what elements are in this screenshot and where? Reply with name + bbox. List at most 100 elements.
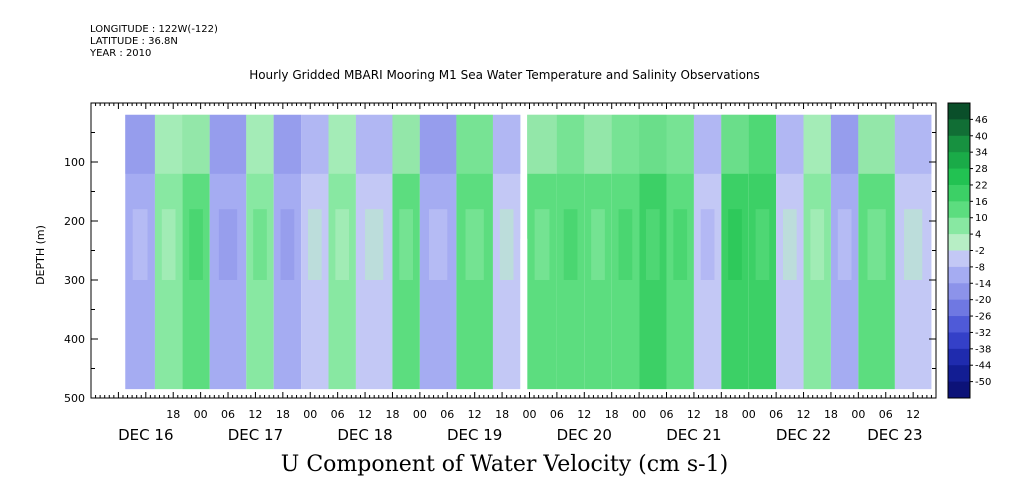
x-tick-label: 00 <box>303 408 317 421</box>
x-tick-label: 12 <box>358 408 372 421</box>
latitude-label: LATITUDE : 36.8N <box>90 36 178 47</box>
x-day-label: DEC 22 <box>776 426 831 444</box>
heatmap-cell <box>429 209 448 280</box>
x-day-label: DEC 18 <box>337 426 392 444</box>
x-tick-label: 00 <box>632 408 646 421</box>
colorbar-label: 46 <box>975 115 988 126</box>
colorbar: 46 40 34 28 22 16 10 4 -2 -8 -14 -20 -26 -32 -38 -44 -50 <box>947 102 991 399</box>
heatmap-cell <box>894 114 932 174</box>
heatmap-cell <box>399 209 414 280</box>
heatmap-cell <box>456 114 493 174</box>
heatmap-cell <box>618 209 633 280</box>
heatmap-cell <box>534 209 550 280</box>
heatmap-cell <box>182 114 210 174</box>
heatmap-cell <box>591 209 605 280</box>
heatmap-cell <box>693 114 722 174</box>
x-tick-label: 06 <box>331 408 345 421</box>
x-tick-label: 18 <box>166 408 180 421</box>
y-axis-label: DEPTH (m) <box>34 225 47 285</box>
colorbar-label: 40 <box>975 131 988 142</box>
heatmap-cell <box>301 114 329 174</box>
x-tick-label: 12 <box>906 408 920 421</box>
heatmap-cell <box>611 114 640 174</box>
colorbar-swatch <box>948 283 970 301</box>
data-gap <box>520 238 528 390</box>
heatmap-field <box>125 114 932 390</box>
x-tick-label: 06 <box>221 408 235 421</box>
colorbar-swatch <box>948 103 970 120</box>
y-tick-label: 200 <box>64 215 85 228</box>
heatmap-cell <box>721 114 749 174</box>
x-tick-label: 00 <box>194 408 208 421</box>
colorbar-label: 22 <box>975 180 988 191</box>
year-label: YEAR : 2010 <box>90 48 152 59</box>
colorbar-swatch <box>948 184 970 202</box>
x-day-label: DEC 19 <box>447 426 502 444</box>
x-tick-label: 00 <box>851 408 865 421</box>
x-tick-label: 06 <box>769 408 783 421</box>
colorbar-label: -32 <box>975 328 991 339</box>
heatmap-cell <box>154 114 183 174</box>
heatmap-cell <box>584 114 612 174</box>
heatmap-cell <box>810 209 825 280</box>
heatmap-cell <box>419 114 457 174</box>
heatmap-cell <box>161 209 176 280</box>
y-axis: 100 200 300 400 500 <box>64 102 936 405</box>
colorbar-swatch <box>948 152 970 170</box>
chart-subtitle: Hourly Gridded MBARI Mooring M1 Sea Wate… <box>249 68 760 82</box>
colorbar-swatch <box>948 365 970 383</box>
colorbar-swatch <box>948 316 970 333</box>
y-tick-label: 400 <box>64 333 85 346</box>
x-tick-label: 06 <box>660 408 674 421</box>
colorbar-label: -2 <box>975 246 985 257</box>
heatmap-cell <box>273 114 302 174</box>
colorbar-swatch <box>948 135 970 153</box>
colorbar-swatch <box>948 119 970 137</box>
heatmap-cell <box>830 114 859 174</box>
colorbar-label: 4 <box>975 230 981 241</box>
colorbar-label: 34 <box>975 148 988 159</box>
x-tick-label: 18 <box>605 408 619 421</box>
heatmap-cell <box>904 209 923 280</box>
x-tick-label: 12 <box>468 408 482 421</box>
colorbar-label: -26 <box>975 312 991 323</box>
heatmap-cell <box>465 209 484 280</box>
colorbar-swatch <box>948 266 970 284</box>
heatmap-cell <box>392 114 420 174</box>
heatmap-cell <box>527 114 557 174</box>
heatmap-cell <box>728 209 742 280</box>
colorbar-swatch <box>948 332 970 350</box>
x-day-label: DEC 20 <box>557 426 612 444</box>
heatmap-cell <box>837 209 852 280</box>
x-tick-label: 00 <box>413 408 427 421</box>
colorbar-label: 16 <box>975 197 988 208</box>
colorbar-swatch <box>948 250 970 268</box>
colorbar-label: -44 <box>975 361 991 372</box>
colorbar-swatch <box>948 201 970 219</box>
colorbar-swatch <box>948 168 970 186</box>
heatmap-cell <box>209 114 247 174</box>
y-tick-label: 300 <box>64 274 85 287</box>
x-tick-label: 12 <box>577 408 591 421</box>
heatmap-cell <box>645 209 660 280</box>
heatmap-cell <box>776 114 804 174</box>
heatmap-cell <box>499 209 514 280</box>
heatmap-cell <box>639 114 667 174</box>
colorbar-label: -14 <box>975 279 991 290</box>
y-tick-label: 100 <box>64 156 85 169</box>
x-tick-label: 18 <box>385 408 399 421</box>
heatmap-cell <box>125 114 155 174</box>
heatmap-cell <box>673 209 688 280</box>
x-day-label: DEC 16 <box>118 426 173 444</box>
heatmap-cell <box>328 114 356 174</box>
heatmap-cell <box>365 209 384 280</box>
x-tick-label: 00 <box>742 408 756 421</box>
heatmap-cell <box>355 114 393 174</box>
heatmap-cell <box>782 209 797 280</box>
x-tick-label: 06 <box>879 408 893 421</box>
heatmap-cell <box>867 209 886 280</box>
heatmap-cell <box>755 209 770 280</box>
heatmap-cell <box>803 114 831 174</box>
heatmap-cell <box>563 209 578 280</box>
